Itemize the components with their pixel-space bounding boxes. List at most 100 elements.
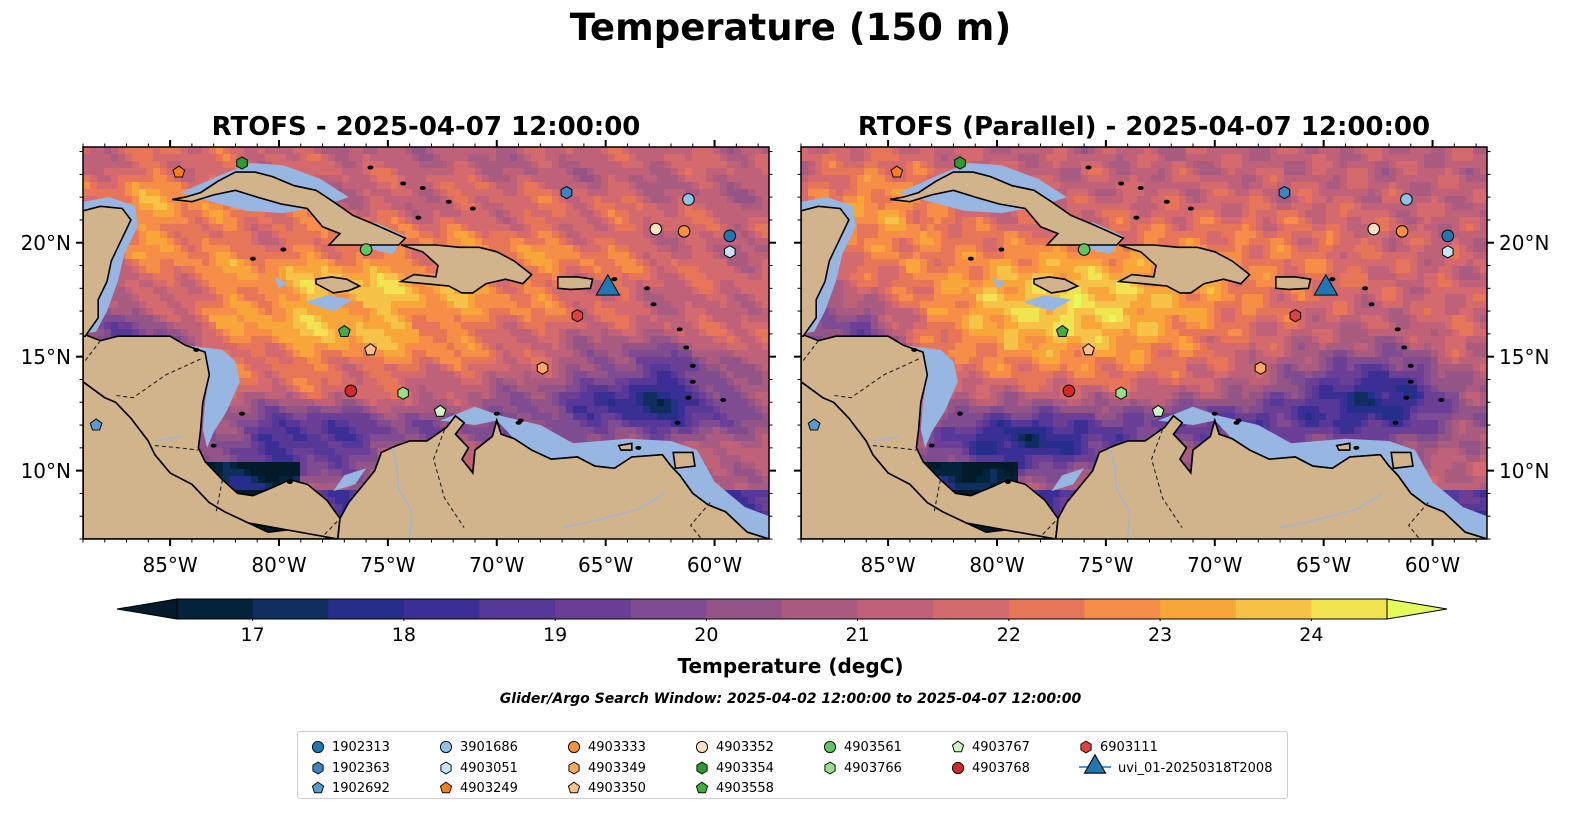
legend-entry-1902363: 1902363 xyxy=(310,759,390,777)
lon-tick-label: 75°W xyxy=(1078,553,1134,577)
small-islands xyxy=(911,165,1445,485)
colorbar-tick-label: 20 xyxy=(694,624,719,646)
legend-label: 4903350 xyxy=(588,780,646,796)
colorbar-over-extension xyxy=(1386,598,1448,620)
map-frame xyxy=(82,146,770,540)
marker-4903352 xyxy=(649,222,663,236)
land-cuba xyxy=(172,171,407,246)
colorbar-segment xyxy=(479,599,556,619)
legend-label: 4903051 xyxy=(460,760,518,776)
circle-marker-icon xyxy=(567,740,581,754)
legend-label: 1902692 xyxy=(332,780,390,796)
legend-label: 3901686 xyxy=(460,739,518,755)
legend-label: 4903249 xyxy=(460,780,518,796)
marker-1902692 xyxy=(89,418,103,431)
marker-6903111 xyxy=(1289,308,1302,323)
circle-marker-icon xyxy=(439,740,453,754)
colorbar xyxy=(116,598,1448,621)
colorbar-segment xyxy=(1311,599,1388,619)
marker-4903767 xyxy=(1151,404,1165,417)
rivers xyxy=(154,435,665,539)
legend-label: 4903561 xyxy=(844,739,902,755)
colorbar-segment xyxy=(1084,599,1161,619)
country-borders xyxy=(801,340,1429,539)
pentagon-marker-icon xyxy=(695,781,709,794)
colorbar-segment xyxy=(1160,599,1237,619)
lat-tick-label: 10°N xyxy=(20,458,71,483)
marker-4903354 xyxy=(236,156,248,170)
land-puerto-rico xyxy=(556,276,594,291)
land-hispaniola xyxy=(398,244,533,294)
lon-tick-label: 65°W xyxy=(1296,553,1352,577)
land-jamaica xyxy=(315,276,362,294)
marker-4903051 xyxy=(1441,245,1454,259)
marker-1902313 xyxy=(1441,229,1455,243)
lat-tick-label: 20°N xyxy=(1499,230,1550,255)
colorbar-tick-label: 17 xyxy=(240,624,265,646)
legend-entry-4903249: 4903249 xyxy=(438,779,518,797)
legend-entry-4903768: 4903768 xyxy=(950,759,1030,777)
marker-1902363 xyxy=(560,185,573,200)
triangle-marker-icon xyxy=(1079,753,1111,774)
colorbar-tick-label: 22 xyxy=(996,624,1021,646)
colorbar-tick-label: 18 xyxy=(391,624,416,646)
colorbar-title: Temperature (degC) xyxy=(677,654,904,678)
land-hispaniola xyxy=(1116,244,1251,294)
land-yucatan xyxy=(801,205,850,337)
marker-1902692 xyxy=(807,418,821,431)
lon-tick-label: 60°W xyxy=(1404,553,1461,577)
colorbar-segment xyxy=(1008,599,1085,619)
legend-entry-4903767: 4903767 xyxy=(950,738,1030,756)
legend-label: 4903352 xyxy=(716,739,774,755)
marker-4903350 xyxy=(1082,343,1095,356)
search-window-caption: Glider/Argo Search Window: 2025-04-02 12… xyxy=(499,691,1082,707)
colorbar-tick-label: 24 xyxy=(1299,624,1324,646)
colorbar-tick-label: 23 xyxy=(1148,624,1173,646)
land xyxy=(801,171,1487,539)
legend-entry-4903350: 4903350 xyxy=(566,779,646,797)
marker-3901686 xyxy=(1400,193,1413,206)
marker-4903349 xyxy=(1254,361,1267,375)
legend-label: 6903111 xyxy=(1100,739,1158,755)
map-frame xyxy=(800,146,1488,540)
marker-4903249 xyxy=(172,165,186,178)
lon-tick-label: 70°W xyxy=(1187,553,1243,577)
hexagon-marker-icon xyxy=(312,761,324,775)
hexagon-marker-icon xyxy=(568,761,580,775)
hexagon-marker-icon xyxy=(696,761,708,775)
legend-entry-4903354: 4903354 xyxy=(694,759,774,777)
figure-title: Temperature (150 m) xyxy=(569,6,1012,49)
legend-label: 4903333 xyxy=(588,739,646,755)
pentagon-marker-icon xyxy=(439,781,453,794)
legend-entry-4903051: 4903051 xyxy=(438,759,518,777)
colorbar-segment xyxy=(177,599,254,619)
map-ticks xyxy=(76,140,776,546)
marker-1902313 xyxy=(723,229,737,243)
map-rtofs xyxy=(76,140,776,546)
marker-4903558 xyxy=(337,324,351,338)
lon-tick-label: 85°W xyxy=(142,553,198,577)
marker-4903350 xyxy=(364,343,377,356)
legend-entry-4903766: 4903766 xyxy=(822,759,902,777)
legend-label: 4903768 xyxy=(972,760,1030,776)
lat-tick-label: 15°N xyxy=(1499,344,1550,369)
small-islands xyxy=(193,165,727,485)
land-cuba xyxy=(890,171,1125,246)
legend-label: 4903558 xyxy=(716,780,774,796)
colorbar-segment xyxy=(857,599,934,619)
map-title-parallel: RTOFS (Parallel) - 2025-04-07 12:00:00 xyxy=(857,112,1431,142)
circle-marker-icon xyxy=(951,761,965,775)
land-trinidad xyxy=(1390,451,1414,470)
lon-tick-label: 85°W xyxy=(860,553,916,577)
marker-4903249 xyxy=(890,165,904,178)
marker-4903333 xyxy=(1395,224,1409,238)
colorbar-segment xyxy=(630,599,707,619)
pentagon-marker-icon xyxy=(311,781,325,794)
land-trinidad xyxy=(672,451,696,470)
lon-tick-label: 80°W xyxy=(969,553,1025,577)
land-margarita xyxy=(1335,442,1351,451)
legend-label: 4903767 xyxy=(972,739,1030,755)
country-borders xyxy=(83,340,711,539)
lon-tick-label: 60°W xyxy=(686,553,743,577)
float-markers xyxy=(807,156,1455,431)
